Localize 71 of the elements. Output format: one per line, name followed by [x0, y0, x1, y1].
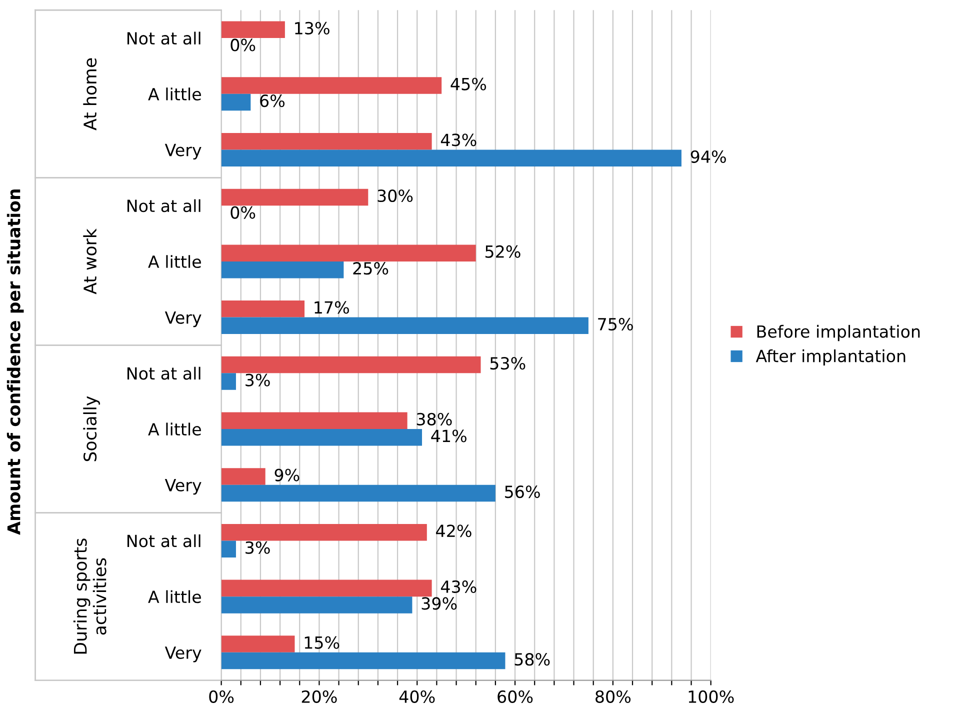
text: Amount of confidence per situation [6, 189, 24, 535]
bar [221, 636, 295, 652]
data-label: 25% [353, 262, 388, 275]
bar [221, 300, 305, 318]
y-tick-label: Not at all [127, 32, 200, 45]
bar [221, 150, 682, 167]
bar [221, 468, 266, 485]
y-tick-label: Not at all [127, 366, 200, 380]
bar [221, 244, 476, 262]
bar [221, 373, 236, 390]
text: At work [83, 228, 97, 294]
text: At home [83, 58, 97, 130]
bar [221, 484, 496, 502]
data-label: 56% [505, 485, 540, 498]
text: During sports activities [73, 538, 106, 654]
y-tick-label: A little [148, 590, 201, 604]
data-label: 42% [436, 524, 472, 538]
y-tick-label: Very [164, 144, 202, 160]
data-label: 43% [440, 134, 476, 146]
legend-label: Before implantation [757, 324, 920, 342]
y-tick-label: Very [164, 311, 202, 328]
data-label: 30% [378, 189, 413, 202]
y-tick-label: Not at all [127, 534, 200, 548]
data-label: 41% [431, 430, 466, 442]
data-label: 9% [274, 468, 300, 482]
data-label: 43% [440, 580, 476, 594]
bar [221, 317, 588, 334]
bar [221, 21, 285, 38]
x-tick-label: 60% [498, 690, 533, 703]
bar [221, 77, 442, 94]
bar [221, 580, 432, 597]
data-label: 3% [246, 541, 270, 554]
y-tick-label: A little [148, 422, 201, 436]
bar [221, 261, 344, 278]
bar [221, 188, 368, 206]
data-label: 13% [295, 22, 330, 35]
bar [221, 652, 506, 670]
bar [221, 356, 481, 374]
bar [221, 132, 432, 150]
data-label: 75% [598, 318, 633, 331]
y-tick-label: Very [164, 479, 202, 495]
bar [221, 429, 422, 446]
bar [221, 524, 427, 541]
x-tick-label: 20% [302, 690, 337, 703]
data-label: 0% [230, 38, 256, 52]
y-tick-label: Very [164, 646, 202, 662]
data-label: 45% [450, 78, 486, 90]
data-label: 53% [490, 357, 526, 370]
data-label: 52% [485, 245, 520, 258]
data-label: 0% [230, 206, 256, 219]
data-label: 94% [690, 150, 726, 163]
data-label: 39% [422, 597, 457, 610]
data-label: 6% [260, 94, 285, 108]
x-tick-label: 40% [399, 690, 435, 703]
bar [221, 412, 408, 430]
data-label: 58% [514, 653, 550, 666]
bar [221, 94, 251, 111]
bar [221, 540, 236, 558]
y-tick-label: A little [148, 88, 201, 100]
data-label: 17% [314, 301, 349, 314]
y-tick-label: Not at all [127, 199, 200, 212]
text: Socially [83, 396, 100, 462]
bar [221, 596, 412, 614]
x-tick-label: 100% [688, 690, 734, 703]
y-tick-label: A little [148, 255, 201, 268]
x-tick-label: 80% [596, 690, 631, 703]
data-label: 15% [304, 636, 340, 649]
data-label: 3% [246, 374, 270, 386]
x-tick-label: 0% [209, 690, 234, 703]
data-label: 38% [416, 412, 452, 426]
legend-label: After implantation [756, 349, 906, 366]
